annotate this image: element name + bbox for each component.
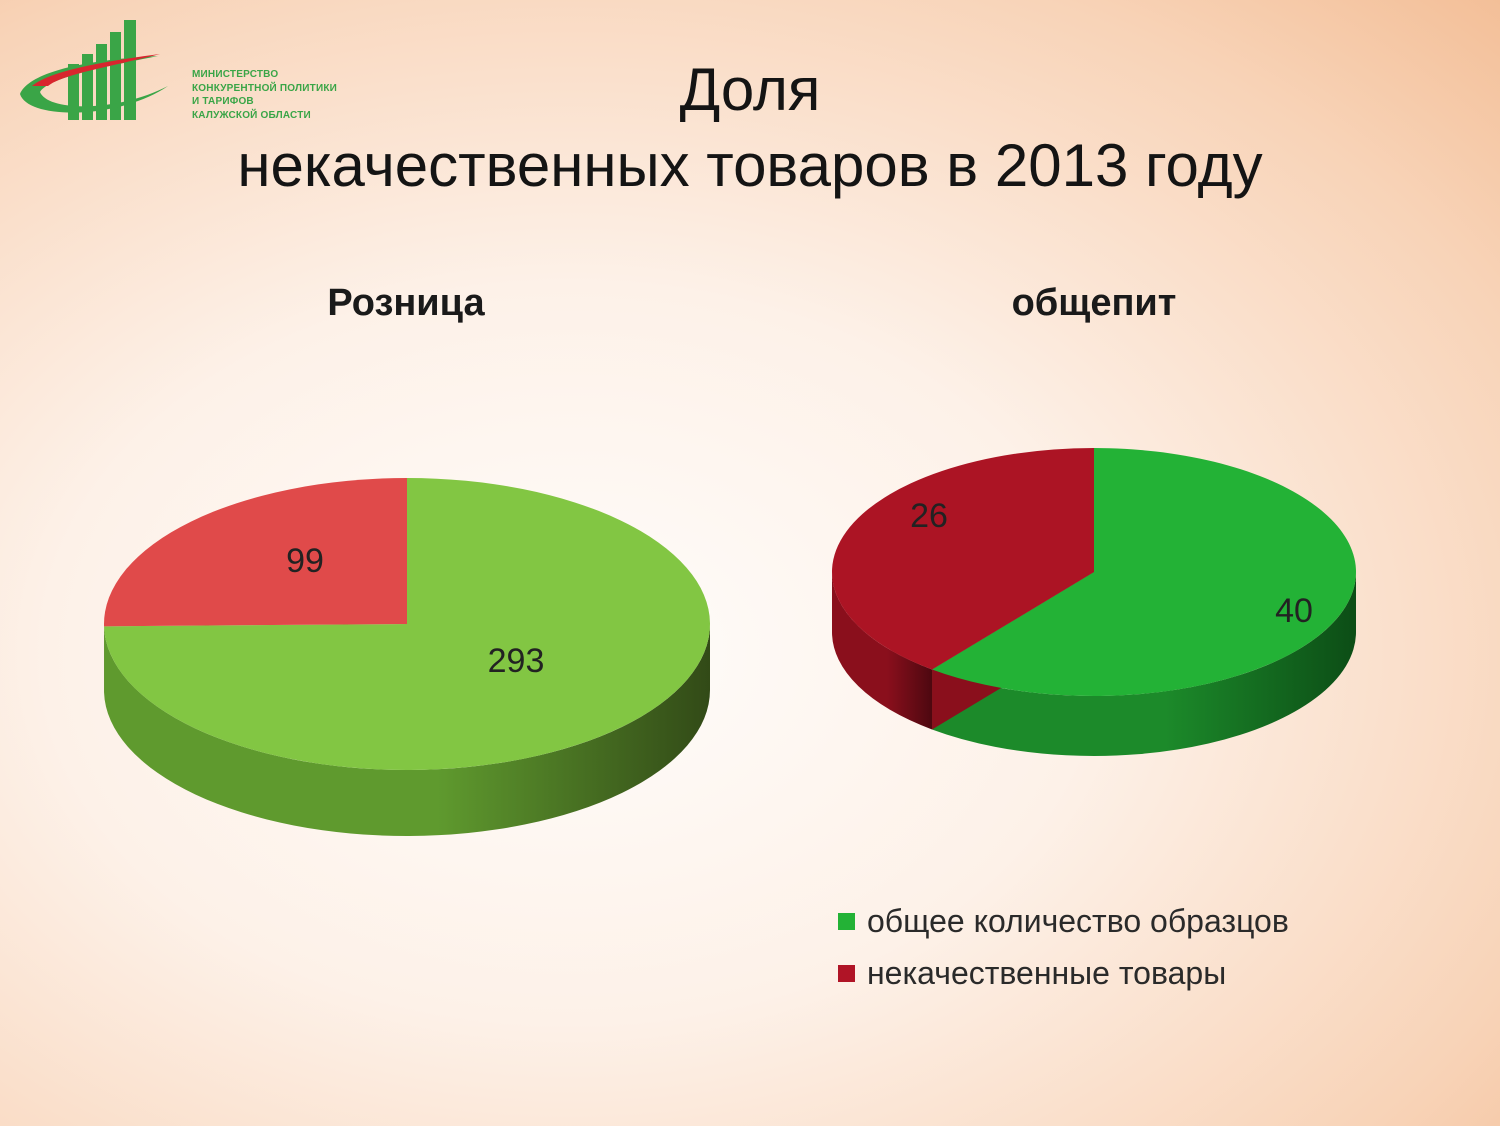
pie-0-label-defective: 99 [286,542,324,580]
pie-1-label-total: 40 [1275,592,1313,630]
logo-bars-icon [20,20,168,120]
legend-label-defective: некачественные товары [867,954,1227,991]
pie-0-slice-defective [104,478,408,627]
legend-item-total: общее количество образцов [838,895,1289,947]
pie-0-slice-total [104,478,711,770]
legend-swatch-total [838,912,855,930]
legend-item-defective: некачественные товары [838,947,1289,999]
pie-chart-retail: 293 99 [104,478,711,836]
chart-title-retail: Розница [327,282,485,324]
legend-label-total: общее количество образцов [867,902,1289,939]
pie-1-label-defective: 26 [910,497,948,535]
slide-title-line2: некачественных товаров в 2013 году [237,132,1263,199]
slide-title: Доля некачественных товаров в 2013 году [0,52,1500,204]
ministry-logo: Министерство конкурентной политики и тар… [18,16,388,128]
pie-1-slice-defective [831,448,1094,670]
pie-1-side-total [932,572,1356,756]
chart-title-catering: общепит [1011,282,1177,324]
pie-1-side-defective [832,572,933,730]
pie-0-side-total [104,624,710,836]
legend: общее количество образцов некачественные… [838,895,1289,999]
slide-title-line1: Доля [679,56,821,123]
logo-text: Министерство конкурентной политики и тар… [192,69,338,121]
pie-0-label-total: 293 [488,642,545,680]
pie-1-slice-total [932,448,1356,696]
legend-swatch-defective [838,964,855,982]
pie-chart-catering: 40 26 [831,448,1356,756]
